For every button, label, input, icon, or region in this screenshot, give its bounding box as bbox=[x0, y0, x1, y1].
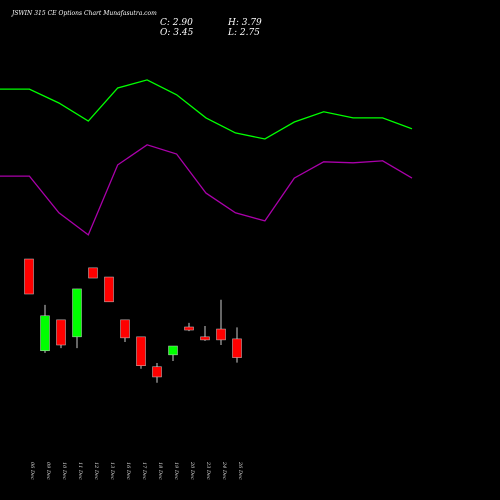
candle-body bbox=[200, 336, 210, 341]
chart-title: JSWIN 315 CE Options Chart Munafasutra.c… bbox=[10, 10, 157, 17]
candle-body bbox=[232, 338, 242, 358]
candle-body bbox=[56, 319, 66, 346]
open-info: O: 3.45 bbox=[160, 28, 194, 38]
x-tick-label: 24 Dec bbox=[221, 461, 227, 480]
x-tick-label: 13 Dec bbox=[109, 462, 115, 480]
x-tick-label: 23 Dec bbox=[205, 461, 211, 480]
x-tick-label: 26 Dec bbox=[237, 461, 243, 480]
candle-body bbox=[40, 315, 50, 352]
candle-body bbox=[152, 366, 162, 378]
indicator-line bbox=[0, 79, 413, 140]
x-tick-label: 12 Dec bbox=[93, 462, 99, 480]
candle-body bbox=[216, 328, 226, 341]
candle-body bbox=[72, 288, 82, 338]
x-tick-label: 18 Dec bbox=[157, 462, 163, 480]
x-tick-label: 19 Dec bbox=[173, 462, 179, 480]
candle-body bbox=[136, 336, 146, 366]
x-tick-label: 17 Dec bbox=[141, 462, 147, 480]
x-tick-label: 20 Dec bbox=[189, 461, 195, 480]
low-info: L: 2.75 bbox=[227, 28, 260, 38]
close-info: C: 2.90 bbox=[160, 18, 193, 28]
x-tick-label: 09 Dec bbox=[45, 462, 51, 480]
x-tick-label: 11 Dec bbox=[77, 462, 83, 480]
candle-body bbox=[168, 345, 178, 356]
candle-body bbox=[184, 326, 194, 331]
indicator-line bbox=[0, 144, 413, 236]
high-info: H: 3.79 bbox=[227, 18, 262, 28]
candle-body bbox=[88, 267, 98, 279]
candle-body bbox=[104, 276, 114, 303]
x-tick-label: 16 Dec bbox=[125, 462, 131, 480]
candle-body bbox=[120, 319, 130, 339]
candle-body bbox=[24, 258, 34, 295]
x-tick-label: 10 Dec bbox=[61, 462, 67, 480]
x-tick-label: 06 Dec bbox=[29, 462, 35, 480]
